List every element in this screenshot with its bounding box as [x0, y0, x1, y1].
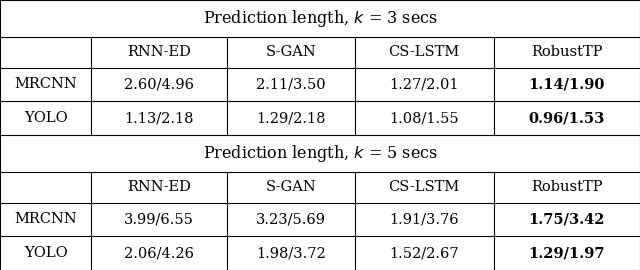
Text: Prediction length, $k$ = 5 secs: Prediction length, $k$ = 5 secs — [202, 143, 438, 164]
Text: RobustTP: RobustTP — [531, 180, 603, 194]
Text: 1.14/1.90: 1.14/1.90 — [529, 77, 605, 91]
Text: 1.13/2.18: 1.13/2.18 — [124, 111, 194, 125]
Text: 1.27/2.01: 1.27/2.01 — [390, 77, 459, 91]
Text: 1.29/2.18: 1.29/2.18 — [256, 111, 326, 125]
Text: 3.99/6.55: 3.99/6.55 — [124, 212, 194, 226]
Text: RNN-ED: RNN-ED — [127, 180, 191, 194]
Text: YOLO: YOLO — [24, 246, 68, 260]
Text: 1.75/3.42: 1.75/3.42 — [529, 212, 605, 226]
Text: 0.96/1.53: 0.96/1.53 — [529, 111, 605, 125]
Text: 1.08/1.55: 1.08/1.55 — [389, 111, 459, 125]
Text: 1.52/2.67: 1.52/2.67 — [389, 246, 459, 260]
Text: 1.91/3.76: 1.91/3.76 — [389, 212, 459, 226]
Text: RobustTP: RobustTP — [531, 45, 603, 59]
Text: S-GAN: S-GAN — [266, 45, 316, 59]
Text: CS-LSTM: CS-LSTM — [388, 180, 460, 194]
Text: 1.29/1.97: 1.29/1.97 — [529, 246, 605, 260]
Text: 2.11/3.50: 2.11/3.50 — [256, 77, 326, 91]
Text: YOLO: YOLO — [24, 111, 68, 125]
Text: 1.98/3.72: 1.98/3.72 — [256, 246, 326, 260]
Text: MRCNN: MRCNN — [14, 212, 77, 226]
Text: CS-LSTM: CS-LSTM — [388, 45, 460, 59]
Text: 2.06/4.26: 2.06/4.26 — [124, 246, 194, 260]
Text: Prediction length, $k$ = 3 secs: Prediction length, $k$ = 3 secs — [202, 8, 438, 29]
Text: MRCNN: MRCNN — [14, 77, 77, 91]
Text: S-GAN: S-GAN — [266, 180, 316, 194]
Text: RNN-ED: RNN-ED — [127, 45, 191, 59]
Text: 2.60/4.96: 2.60/4.96 — [124, 77, 194, 91]
Text: 3.23/5.69: 3.23/5.69 — [256, 212, 326, 226]
